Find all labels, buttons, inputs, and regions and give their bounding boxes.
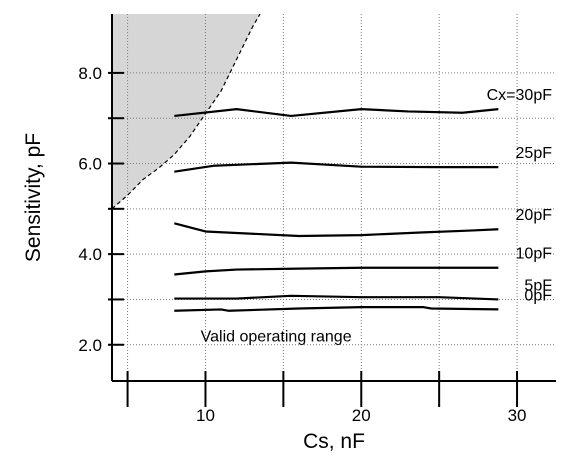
operating-range-boundary	[112, 14, 261, 210]
series-label: 5pF	[524, 277, 552, 294]
invalid-region-shade	[112, 14, 260, 209]
y-axis-title: Sensitivity, pF	[22, 133, 45, 262]
series-label: 20pF	[516, 207, 553, 224]
y-tick-label: 2.0	[78, 336, 102, 355]
series-label: 25pF	[516, 145, 553, 162]
x-axis-title: Cs, nF	[303, 430, 365, 453]
series-line-25pf	[174, 161, 499, 173]
series-line-cx30pf	[174, 108, 499, 118]
y-tick-label: 6.0	[78, 155, 102, 174]
x-tick-label: 30	[508, 406, 527, 425]
series-label: 0pF	[524, 287, 552, 304]
series-line-0pf	[174, 306, 499, 312]
axes-layer	[108, 14, 556, 407]
series-line-20pf	[174, 222, 499, 238]
series-line-5pf	[174, 294, 499, 301]
x-tick-label: 10	[196, 406, 215, 425]
x-tick-label: 20	[352, 406, 371, 425]
valid-range-annotation: Valid operating range	[201, 329, 352, 346]
series-layer	[174, 108, 499, 312]
series-line-10pf	[174, 266, 499, 276]
y-tick-label: 8.0	[78, 64, 102, 83]
series-label: Cx=30pF	[487, 87, 553, 104]
invalid-region-layer	[112, 14, 260, 209]
boundary-layer	[112, 14, 261, 210]
y-tick-label: 4.0	[78, 245, 102, 264]
series-label: 10pF	[516, 246, 553, 263]
